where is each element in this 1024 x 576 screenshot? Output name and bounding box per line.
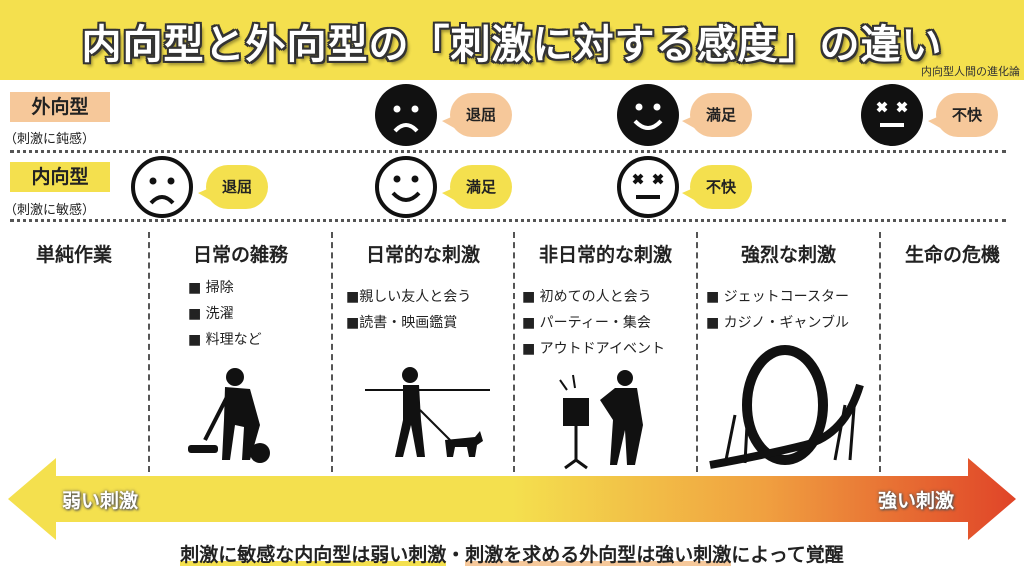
summary-part-1: 刺激に敏感な内向型は弱い刺激 — [180, 544, 447, 566]
introvert-sub: （刺激に敏感） — [4, 203, 96, 218]
list-item: ■ 料理など — [188, 332, 262, 348]
list-item: ■ 初めての人と会う — [522, 289, 652, 305]
watermark: 内向型人間の進化論 — [921, 65, 1020, 78]
roller-coaster-silhouette — [709, 345, 864, 469]
dizzy-face-icon — [616, 155, 680, 219]
category-title: 生命の危機 — [904, 244, 1000, 266]
column-divider — [696, 232, 698, 472]
column-divider — [331, 232, 333, 472]
extrovert-label: 外向型 — [10, 92, 110, 122]
category-list: ■親しい友人と会う ■読書・映画鑑賞 — [346, 284, 471, 336]
title-bar — [0, 0, 1024, 80]
dog-walking-silhouette — [365, 367, 490, 457]
happy-face-icon — [374, 155, 438, 219]
list-item: ■ カジノ・ギャンブル — [706, 315, 849, 331]
sad-face-icon — [374, 83, 438, 147]
reaction-bubble: 不快 — [928, 93, 998, 137]
summary-text: 刺激に敏感な内向型は弱い刺激・刺激を求める外向型は強い刺激によって覚醒 — [0, 540, 1024, 567]
stimulus-arrow — [8, 458, 1016, 540]
column-divider — [879, 232, 881, 472]
list-item: ■ パーティー・集会 — [522, 315, 651, 331]
summary-sep: ・ — [446, 544, 466, 566]
category-title: 非日常的な刺激 — [538, 244, 672, 266]
column-divider — [148, 232, 150, 472]
reaction-bubble: 不快 — [682, 165, 752, 209]
list-item: ■親しい友人と会う — [346, 289, 472, 305]
reaction-bubble: 退屈 — [442, 93, 512, 137]
weak-stimulus-label: 弱い刺激 — [62, 490, 139, 512]
list-item: ■ アウトドアイベント — [522, 341, 665, 357]
list-item: ■ 洗濯 — [188, 306, 234, 322]
happy-face-icon — [616, 83, 680, 147]
divider — [10, 150, 1006, 153]
reaction-bubble: 退屈 — [198, 165, 268, 209]
extrovert-sub: （刺激に鈍感） — [4, 132, 96, 147]
category-title: 日常的な刺激 — [365, 244, 480, 266]
list-item: ■読書・映画鑑賞 — [346, 315, 458, 331]
category-list: ■ 掃除 ■ 洗濯 ■ 料理など — [188, 275, 262, 353]
summary-part-3: によって覚醒 — [731, 544, 844, 566]
concert-silhouette — [559, 370, 643, 470]
category-list: ■ 初めての人と会う ■ パーティー・集会 ■ アウトドアイベント — [522, 284, 665, 362]
vacuum-cleaning-silhouette — [188, 368, 270, 463]
reaction-bubble: 満足 — [442, 165, 512, 209]
strong-stimulus-label: 強い刺激 — [877, 490, 954, 512]
introvert-label: 内向型 — [10, 162, 110, 192]
category-title: 日常の雑務 — [192, 244, 288, 266]
summary-part-2: 刺激を求める外向型は強い刺激 — [465, 544, 732, 566]
list-item: ■ ジェットコースター — [706, 289, 849, 305]
category-title: 強烈な刺激 — [740, 244, 836, 266]
sad-face-icon — [130, 155, 194, 219]
category-list: ■ ジェットコースター ■ カジノ・ギャンブル — [706, 284, 849, 336]
category-title: 単純作業 — [35, 244, 112, 266]
list-item: ■ 掃除 — [188, 280, 234, 296]
dizzy-face-icon — [860, 83, 924, 147]
column-divider — [513, 232, 515, 472]
reaction-bubble: 満足 — [682, 93, 752, 137]
page-title: 内向型と外向型の「刺激に対する感度」の違い — [81, 22, 943, 68]
divider — [10, 219, 1006, 222]
